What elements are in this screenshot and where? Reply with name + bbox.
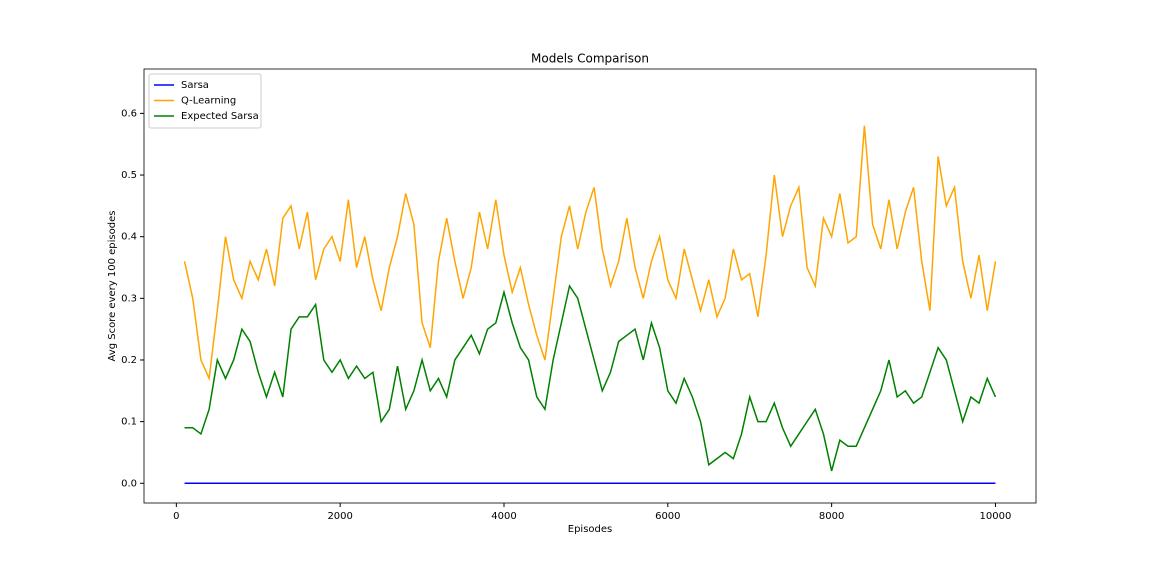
y-tick-label: 0.6	[121, 108, 137, 119]
x-tick-label: 8000	[819, 511, 844, 522]
y-tick-label: 0.3	[121, 293, 137, 304]
y-tick-label: 0.2	[121, 355, 137, 366]
legend-label: Sarsa	[181, 80, 209, 91]
x-tick-label: 10000	[980, 511, 1012, 522]
series-line	[183, 125, 997, 382]
y-tick-label: 0.0	[121, 478, 137, 489]
chart-title: Models Comparison	[531, 52, 649, 66]
x-tick-label: 4000	[491, 511, 516, 522]
legend-label: Expected Sarsa	[181, 111, 259, 122]
y-tick-label: 0.4	[121, 232, 137, 243]
x-axis-label: Episodes	[568, 524, 612, 535]
legend-box	[148, 73, 262, 129]
series-line	[184, 284, 997, 472]
plot-frame	[143, 68, 1037, 504]
y-axis-label: Avg Score every 100 episodes	[107, 211, 118, 362]
y-tick-label: 0.5	[121, 170, 137, 181]
x-tick-label: 0	[173, 511, 179, 522]
x-tick-label: 6000	[655, 511, 680, 522]
y-tick-label: 0.1	[121, 417, 137, 428]
x-tick-label: 2000	[327, 511, 352, 522]
legend-label: Q-Learning	[181, 96, 236, 107]
